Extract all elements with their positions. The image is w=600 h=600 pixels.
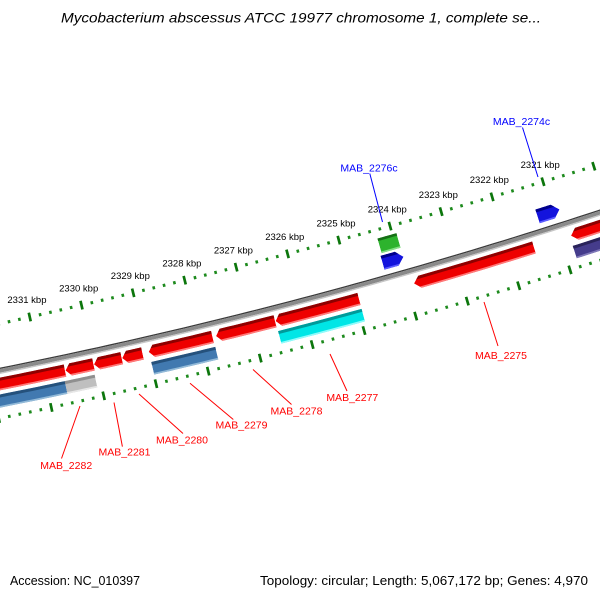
svg-text:MAB_2274c: MAB_2274c	[493, 116, 550, 128]
svg-text:2327 kbp: 2327 kbp	[214, 245, 253, 256]
svg-text:2326 kbp: 2326 kbp	[265, 232, 304, 243]
svg-text:MAB_2279: MAB_2279	[216, 420, 268, 432]
svg-text:2321 kbp: 2321 kbp	[521, 160, 560, 171]
svg-text:MAB_2275: MAB_2275	[475, 350, 527, 362]
svg-text:2328 kbp: 2328 kbp	[162, 258, 201, 269]
svg-text:Topology: circular; Length: 5,: Topology: circular; Length: 5,067,172 bp…	[260, 574, 588, 588]
svg-text:MAB_2280: MAB_2280	[156, 435, 208, 447]
svg-text:2322 kbp: 2322 kbp	[470, 175, 509, 186]
svg-text:Mycobacterium abscessus ATCC 1: Mycobacterium abscessus ATCC 19977 chrom…	[61, 10, 541, 26]
svg-text:MAB_2277: MAB_2277	[326, 392, 378, 404]
svg-text:Accession: NC_010397: Accession: NC_010397	[10, 574, 140, 588]
svg-text:2323 kbp: 2323 kbp	[419, 190, 458, 201]
svg-text:2329 kbp: 2329 kbp	[111, 271, 150, 282]
svg-text:2331 kbp: 2331 kbp	[7, 295, 46, 306]
svg-text:MAB_2276c: MAB_2276c	[340, 163, 397, 175]
svg-text:MAB_2282: MAB_2282	[40, 460, 92, 472]
svg-text:2330 kbp: 2330 kbp	[59, 283, 98, 294]
svg-text:MAB_2278: MAB_2278	[271, 406, 323, 418]
svg-text:2325 kbp: 2325 kbp	[316, 218, 355, 229]
svg-text:2324 kbp: 2324 kbp	[368, 204, 407, 215]
svg-text:MAB_2281: MAB_2281	[99, 447, 151, 459]
